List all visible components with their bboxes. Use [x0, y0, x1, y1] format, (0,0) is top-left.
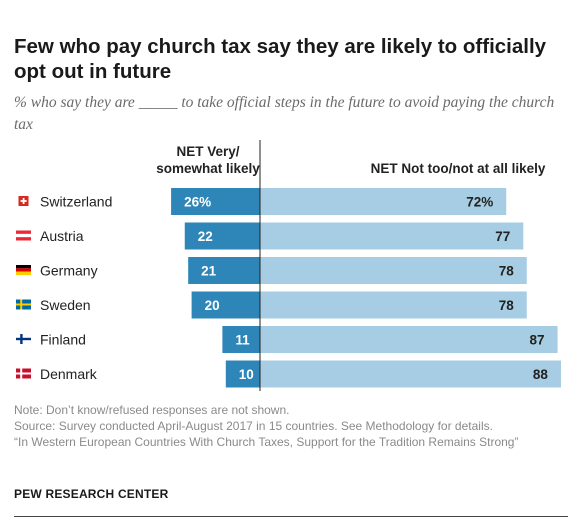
- chart-subtitle: % who say they are _____ to take officia…: [14, 94, 555, 133]
- austria-flag-icon: [16, 230, 31, 241]
- note-text: Note: Don’t know/refused responses are n…: [14, 403, 290, 417]
- bar-likely-sweden: [191, 291, 260, 319]
- country-label-finland: Finland: [40, 332, 86, 348]
- pew-research-center-logo: PEW RESEARCH CENTER: [14, 487, 169, 501]
- source-text: Source: Survey conducted April-August 20…: [14, 419, 493, 433]
- bar-likely-finland: [222, 326, 260, 353]
- value-label-likely-austria: 22: [198, 229, 213, 244]
- value-label-likely-switzerland: 26%: [184, 195, 211, 210]
- country-label-austria: Austria: [40, 228, 84, 244]
- switzerland-flag-icon: [18, 196, 29, 206]
- value-label-likely-denmark: 10: [239, 367, 254, 382]
- country-label-sweden: Sweden: [40, 297, 91, 313]
- column-header-not-likely: NET Not too/not at all likely: [371, 161, 546, 176]
- value-label-likely-germany: 21: [201, 264, 217, 279]
- value-label-not-likely-denmark: 88: [533, 367, 549, 382]
- bar-not-likely-sweden: [260, 291, 527, 319]
- value-label-not-likely-sweden: 78: [499, 298, 515, 313]
- diverging-bar-chart: NET Very/somewhat likely NET Not too/not …: [16, 140, 561, 391]
- value-label-not-likely-finland: 87: [530, 333, 545, 348]
- bar-likely-switzerland: [171, 188, 260, 215]
- column-header-likely-line-2: somewhat likely: [156, 161, 260, 176]
- column-header-likely-line-1: NET Very/: [176, 144, 239, 159]
- bar-likely-austria: [184, 222, 260, 250]
- bar-likely-denmark: [225, 360, 260, 388]
- value-label-likely-sweden: 20: [205, 298, 220, 313]
- bar-not-likely-denmark: [260, 360, 561, 388]
- value-label-not-likely-switzerland: 72%: [466, 195, 493, 210]
- denmark-flag-icon: [16, 368, 31, 379]
- value-label-not-likely-germany: 78: [499, 264, 515, 279]
- report-citation: “In Western European Countries With Chur…: [14, 435, 519, 449]
- bar-likely-germany: [188, 257, 260, 284]
- bottom-divider: [14, 516, 568, 517]
- sweden-flag-icon: [16, 299, 31, 310]
- country-label-germany: Germany: [40, 263, 98, 279]
- bar-not-likely-switzerland: [260, 188, 507, 215]
- value-label-likely-finland: 11: [235, 333, 250, 348]
- bar-not-likely-germany: [260, 257, 527, 284]
- bar-not-likely-austria: [260, 222, 524, 250]
- chart-title: Few who pay church tax say they are like…: [14, 35, 547, 83]
- bar-not-likely-finland: [260, 326, 558, 353]
- finland-flag-icon: [16, 334, 31, 344]
- country-label-switzerland: Switzerland: [40, 194, 112, 210]
- notes-block: Note: Don’t know/refused responses are n…: [14, 402, 570, 450]
- germany-flag-icon: [16, 265, 31, 275]
- value-label-not-likely-austria: 77: [495, 229, 510, 244]
- country-label-denmark: Denmark: [40, 366, 98, 382]
